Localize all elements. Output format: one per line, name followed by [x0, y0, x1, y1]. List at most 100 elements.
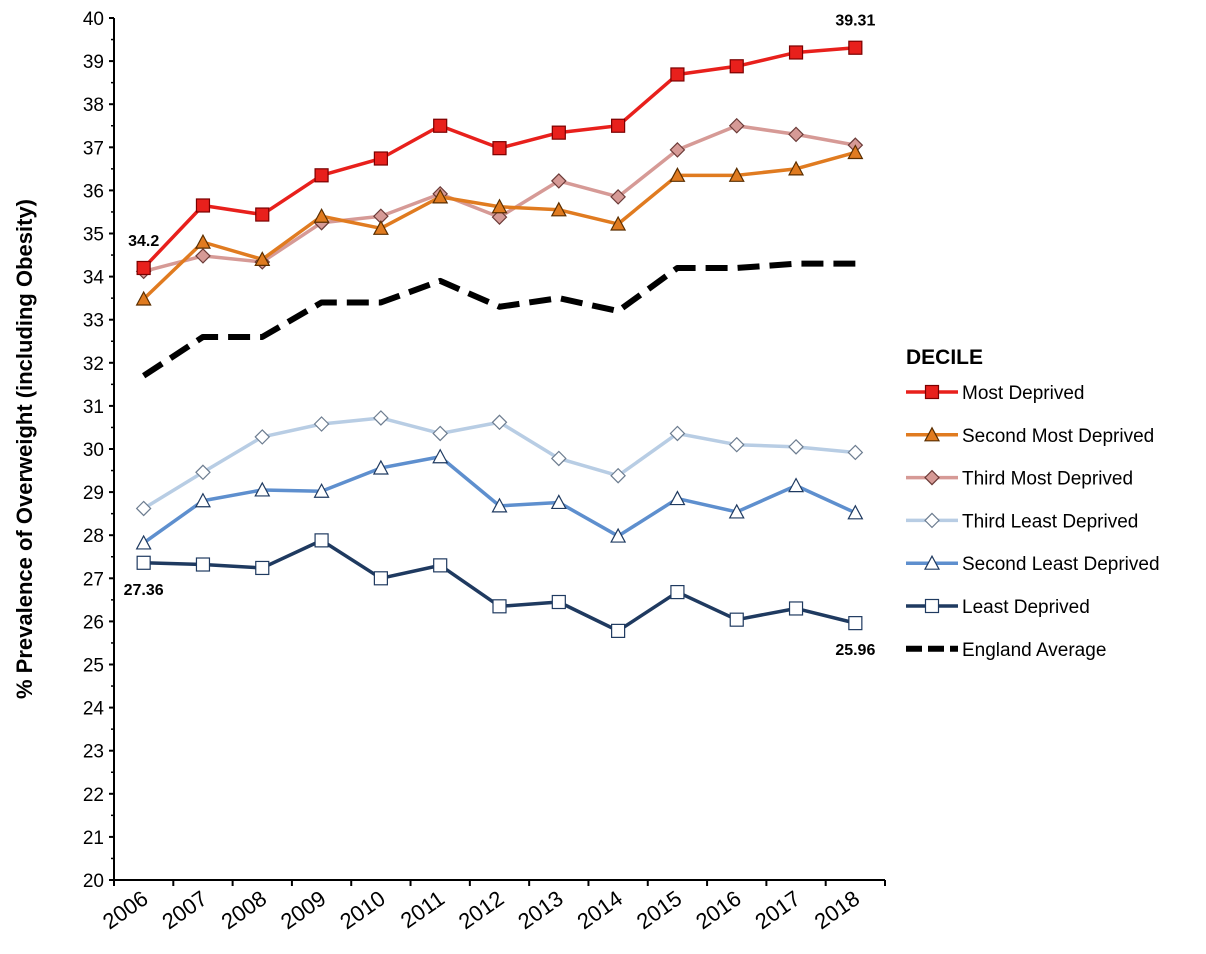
data-point — [611, 118, 626, 133]
y-tick-label: 37 — [83, 138, 104, 159]
data-point — [314, 533, 329, 548]
legend-label: Second Most Deprived — [962, 426, 1154, 447]
legend-marker — [923, 554, 941, 570]
data-label: 27.36 — [124, 582, 164, 599]
data-point — [254, 429, 271, 445]
series-third-least-deprived — [135, 410, 864, 517]
legend-label: England Average — [962, 640, 1106, 661]
data-point — [788, 601, 804, 616]
data-point — [135, 500, 152, 517]
y-tick-label: 28 — [83, 526, 104, 547]
series-group — [135, 40, 864, 638]
data-point — [195, 198, 211, 213]
y-tick-label: 30 — [83, 440, 104, 461]
data-point — [788, 477, 805, 493]
legend-item: Third Least Deprived — [906, 511, 1138, 532]
series-england-average — [142, 260, 856, 379]
data-point — [610, 215, 627, 231]
data-point — [373, 410, 389, 426]
y-tick-label: 34 — [83, 268, 105, 289]
data-point — [728, 503, 745, 519]
data-labels: 34.2 39.31 27.36 25.96 — [124, 13, 876, 659]
data-point — [491, 198, 508, 214]
data-point — [491, 209, 508, 225]
data-point — [788, 438, 804, 455]
legend-item: Least Deprived — [906, 597, 1090, 618]
y-tick-label: 23 — [83, 742, 104, 763]
x-tick-label: 2014 — [573, 886, 627, 935]
x-tick-label: 2008 — [217, 886, 271, 935]
data-point — [729, 612, 744, 627]
data-point — [433, 118, 448, 133]
data-point — [136, 260, 151, 276]
data-point — [611, 623, 626, 638]
y-axis-ticks: 20 21 22 23 24 25 26 27 28 29 30 31 32 33 34 35 36 37 38 39… — [83, 9, 114, 892]
data-point — [729, 59, 744, 74]
data-point — [373, 151, 388, 166]
data-point — [255, 207, 270, 222]
y-tick-label: 35 — [83, 225, 104, 246]
x-tick-label: 2017 — [750, 886, 804, 935]
data-point — [195, 557, 211, 572]
data-point — [254, 251, 271, 266]
data-point — [610, 467, 626, 484]
data-point — [491, 497, 508, 513]
data-point — [491, 414, 508, 431]
data-point — [728, 436, 745, 453]
legend-label: Third Least Deprived — [962, 511, 1138, 532]
data-point — [610, 189, 626, 205]
series-line — [143, 538, 856, 633]
legend-marker — [923, 426, 941, 442]
x-tick-label: 2009 — [276, 886, 330, 935]
data-point — [669, 490, 686, 506]
data-point — [492, 599, 507, 614]
data-point — [847, 444, 864, 461]
data-point — [136, 555, 151, 570]
data-point — [135, 290, 152, 306]
data-point — [254, 481, 271, 497]
data-point — [550, 173, 567, 189]
data-point — [195, 248, 211, 264]
legend-item: Second Most Deprived — [906, 426, 1154, 447]
data-point — [669, 167, 686, 182]
y-tick-label: 20 — [83, 871, 104, 892]
data-point — [313, 482, 330, 498]
data-point — [847, 144, 864, 160]
data-label: 39.31 — [835, 13, 875, 30]
x-tick-label: 2011 — [396, 886, 449, 934]
y-tick-label: 33 — [83, 311, 104, 332]
x-tick-label: 2013 — [513, 886, 567, 935]
data-point — [432, 425, 449, 442]
data-point — [313, 207, 330, 223]
data-point — [848, 40, 863, 55]
data-point — [669, 142, 686, 158]
y-tick-label: 29 — [83, 483, 104, 504]
data-label: 34.2 — [128, 233, 159, 250]
data-point — [550, 450, 567, 467]
legend-marker — [924, 512, 940, 529]
legend: DECILE Most Deprived Second Most Deprived… — [906, 346, 1160, 661]
legend-marker — [924, 598, 940, 614]
legend-item: Second Least Deprived — [906, 554, 1160, 575]
data-label: 25.96 — [835, 642, 875, 659]
data-point — [492, 141, 507, 156]
data-point — [432, 448, 449, 464]
y-tick-label: 31 — [83, 397, 104, 418]
series-line — [142, 260, 856, 379]
data-point — [195, 464, 211, 481]
x-tick-label: 2015 — [632, 886, 686, 935]
legend-item: Most Deprived — [906, 383, 1085, 404]
y-tick-label: 36 — [83, 181, 104, 202]
legend-label: Least Deprived — [962, 597, 1090, 618]
axes: 2006 2007 2008 2009 2010 2011 2012 2013 2014 2015… — [98, 18, 886, 935]
data-point — [194, 492, 211, 508]
data-point — [551, 125, 566, 140]
data-point — [550, 201, 567, 217]
data-point — [669, 425, 686, 442]
data-point — [788, 126, 804, 143]
series-second-least-deprived — [135, 448, 864, 550]
y-tick-label: 21 — [83, 828, 104, 849]
legend-marker — [924, 384, 940, 400]
legend-label: Most Deprived — [962, 383, 1085, 404]
y-tick-label: 38 — [83, 95, 104, 116]
